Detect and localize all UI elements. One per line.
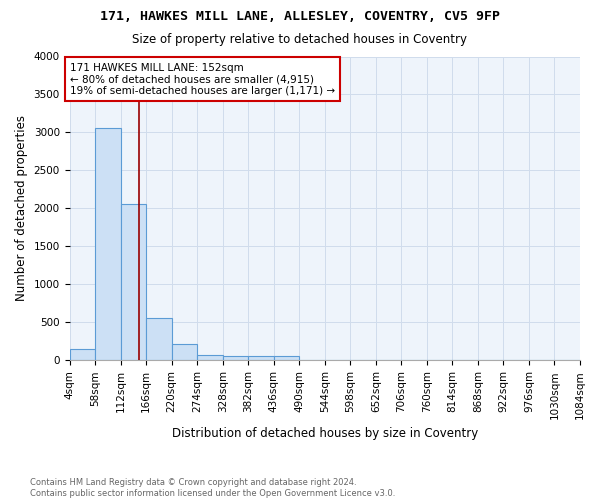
Text: 171, HAWKES MILL LANE, ALLESLEY, COVENTRY, CV5 9FP: 171, HAWKES MILL LANE, ALLESLEY, COVENTR… bbox=[100, 10, 500, 23]
Bar bbox=[70, 349, 95, 360]
Text: Size of property relative to detached houses in Coventry: Size of property relative to detached ho… bbox=[133, 32, 467, 46]
Text: Contains HM Land Registry data © Crown copyright and database right 2024.
Contai: Contains HM Land Registry data © Crown c… bbox=[30, 478, 395, 498]
X-axis label: Distribution of detached houses by size in Coventry: Distribution of detached houses by size … bbox=[172, 427, 478, 440]
Bar bbox=[172, 344, 197, 360]
Bar bbox=[95, 128, 121, 360]
Text: 171 HAWKES MILL LANE: 152sqm
← 80% of detached houses are smaller (4,915)
19% of: 171 HAWKES MILL LANE: 152sqm ← 80% of de… bbox=[70, 62, 335, 96]
Bar bbox=[248, 356, 274, 360]
Bar bbox=[274, 356, 299, 360]
Bar bbox=[146, 318, 172, 360]
Y-axis label: Number of detached properties: Number of detached properties bbox=[15, 116, 28, 302]
Bar bbox=[121, 204, 146, 360]
Bar bbox=[197, 354, 223, 360]
Bar bbox=[223, 356, 248, 360]
